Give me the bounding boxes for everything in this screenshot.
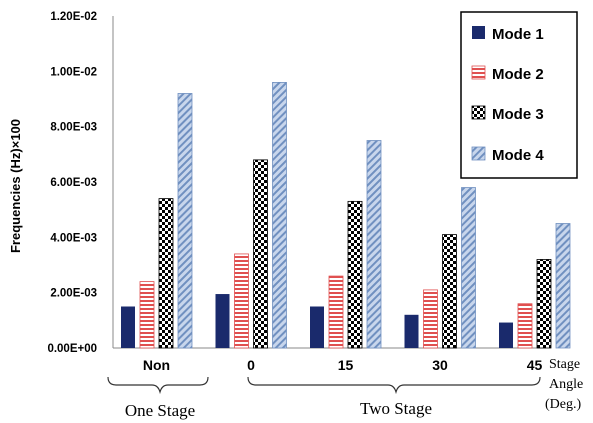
- x-tick-label: Non: [143, 357, 170, 373]
- bar-mode-4-0: [272, 82, 287, 349]
- y-tick-label: 6.00E-03: [50, 177, 97, 189]
- bar-mode-2-30: [423, 289, 438, 349]
- x-axis-label-line-2: Angle: [549, 377, 583, 392]
- bars: [121, 82, 571, 349]
- bar-mode-3-30: [442, 234, 457, 349]
- bar-mode-4-15: [366, 140, 382, 349]
- bar-mode-1-0: [215, 294, 230, 348]
- legend-label-mode-3: Mode 3: [492, 106, 544, 123]
- y-tick-labels: 0.00E+00 2.00E-03 4.00E-03 6.00E-03 8.00E-03…: [47, 11, 97, 355]
- bar-mode-1-30: [404, 314, 419, 348]
- two-stage-label: Two Stage: [360, 399, 432, 418]
- legend-label-mode-4: Mode 4: [492, 147, 544, 164]
- legend-label-mode-2: Mode 2: [492, 66, 544, 83]
- bar-mode-1-Non: [121, 306, 135, 348]
- x-axis-label-line-1: Stage: [549, 357, 580, 372]
- legend-label-mode-1: Mode 1: [492, 26, 544, 43]
- legend-swatch-mode-1: [472, 26, 485, 39]
- y-tick-label: 1.00E-02: [50, 66, 97, 78]
- one-stage-label: One Stage: [125, 401, 195, 420]
- x-tick-label: 30: [432, 357, 448, 373]
- bar-mode-1-45: [499, 322, 513, 348]
- y-tick-label: 8.00E-03: [50, 122, 97, 134]
- x-axis-label: Stage Angle (Deg.): [545, 357, 587, 412]
- legend-swatch-mode-2: [471, 65, 486, 80]
- legend-swatch-mode-4: [471, 146, 486, 161]
- y-tick-label: 1.20E-02: [50, 11, 97, 23]
- bar-mode-1-15: [310, 306, 324, 348]
- legend-swatch-mode-3: [471, 105, 486, 120]
- x-tick-label: 45: [527, 357, 543, 373]
- x-axis-label-line-3: (Deg.): [545, 397, 581, 412]
- legend: Mode 1 Mode 2 Mode 3 Mode 4: [460, 11, 578, 179]
- bar-mode-3-Non: [158, 198, 174, 349]
- bar-mode-3-45: [536, 259, 552, 349]
- bar-mode-2-45: [517, 303, 533, 349]
- y-axis-label: Frequencies (Hz)×100: [8, 119, 23, 253]
- x-tick-label: 15: [338, 357, 354, 373]
- bar-mode-3-15: [347, 200, 363, 349]
- bar-mode-2-0: [234, 253, 249, 349]
- two-stage-bracket: [247, 376, 541, 395]
- y-tick-label: 0.00E+00: [47, 343, 97, 355]
- bar-mode-2-Non: [139, 281, 155, 349]
- y-tick-label: 4.00E-03: [50, 232, 97, 244]
- bar-mode-4-45: [555, 223, 571, 349]
- bar-mode-2-15: [328, 275, 344, 349]
- bar-mode-4-Non: [177, 93, 193, 349]
- bar-mode-4-30: [461, 187, 476, 349]
- bar-mode-3-0: [253, 159, 268, 349]
- one-stage-bracket: [107, 376, 209, 395]
- x-tick-labels: Non 0 15 30 45: [143, 357, 543, 373]
- x-tick-label: 0: [247, 357, 255, 373]
- y-tick-label: 2.00E-03: [50, 288, 97, 300]
